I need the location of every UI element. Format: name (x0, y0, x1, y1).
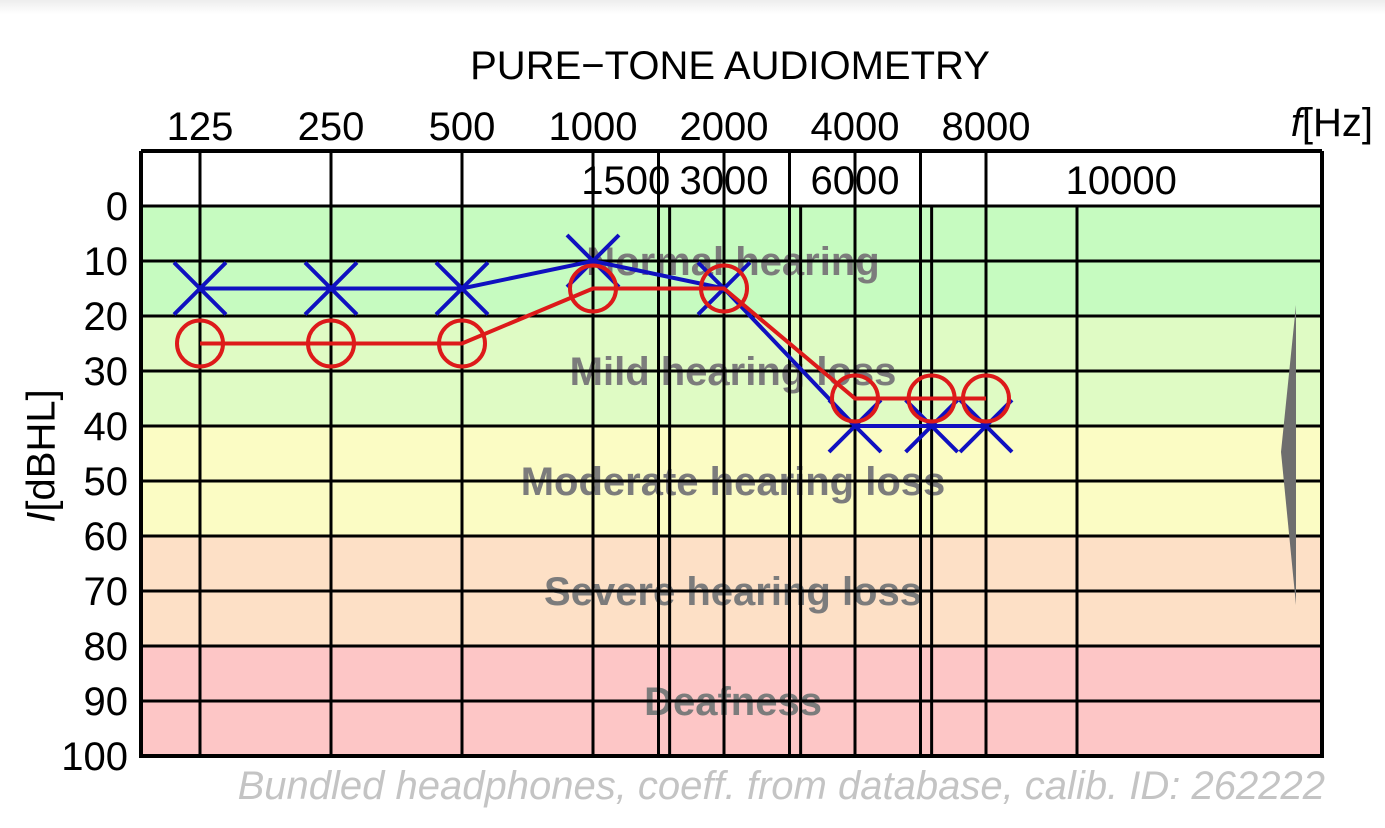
circle-marker (906, 373, 957, 424)
y-tick-label: 10 (84, 240, 129, 284)
x-tick-label-main: 500 (429, 105, 496, 149)
circle-marker (830, 373, 880, 424)
y-tick-label: 50 (84, 460, 129, 504)
cross-marker (565, 233, 621, 289)
x-tick-label-main: 8000 (942, 105, 1031, 149)
x-tick-label-main: 2000 (680, 105, 769, 149)
x-axis-unit: [Hz] (1301, 101, 1373, 145)
y-tick-label: 0 (106, 185, 128, 229)
scroll-handle-icon[interactable] (1281, 305, 1296, 605)
y-tick-label: 80 (84, 625, 129, 669)
circle-marker (175, 318, 225, 369)
circle-marker (961, 373, 1011, 424)
x-tick-label-inter: 1500 (581, 159, 670, 203)
x-tick-label-inter: 3000 (680, 159, 769, 203)
cross-marker (958, 398, 1014, 454)
x-tick-label-main: 4000 (811, 105, 900, 149)
circle-marker (699, 263, 749, 314)
cross-marker (172, 261, 228, 316)
y-tick-label: 70 (84, 570, 129, 614)
series-line (200, 258, 986, 428)
y-tick-label: 60 (84, 515, 129, 559)
circle-marker (568, 263, 618, 314)
y-tick-label: 90 (84, 680, 129, 724)
y-tick-label: 30 (84, 350, 129, 394)
x-tick-label-inter: 6000 (811, 159, 900, 203)
top-shadow-bar (0, 0, 1385, 14)
cross-marker (303, 261, 359, 316)
y-axis-symbol: I (19, 511, 64, 523)
x-tick-label-main: 125 (167, 105, 234, 149)
x-tick-label-main: 250 (298, 105, 365, 149)
y-tick-label: 100 (61, 735, 128, 779)
cross-marker (904, 398, 960, 454)
x-tick-label-main: 1000 (549, 105, 638, 149)
y-axis-label: I[dBHL] (20, 389, 65, 522)
chart-series (172, 233, 1014, 454)
chart-title: PURE−TONE AUDIOMETRY (470, 44, 990, 88)
x-tick-label-inter: 10000 (1066, 159, 1177, 203)
calibration-footnote: Bundled headphones, coeff. from database… (237, 764, 1325, 808)
circle-marker (437, 318, 487, 369)
y-axis-unit: [dBHL] (19, 389, 64, 512)
circle-marker (306, 318, 356, 369)
y-tick-label: 20 (84, 295, 129, 339)
cross-marker (434, 261, 490, 316)
y-tick-label: 40 (84, 405, 129, 449)
x-axis-symbol: f (1290, 101, 1302, 145)
x-axis-label: f[Hz] (1291, 101, 1373, 146)
chart-grid (139, 149, 1324, 758)
cross-marker (827, 398, 883, 454)
